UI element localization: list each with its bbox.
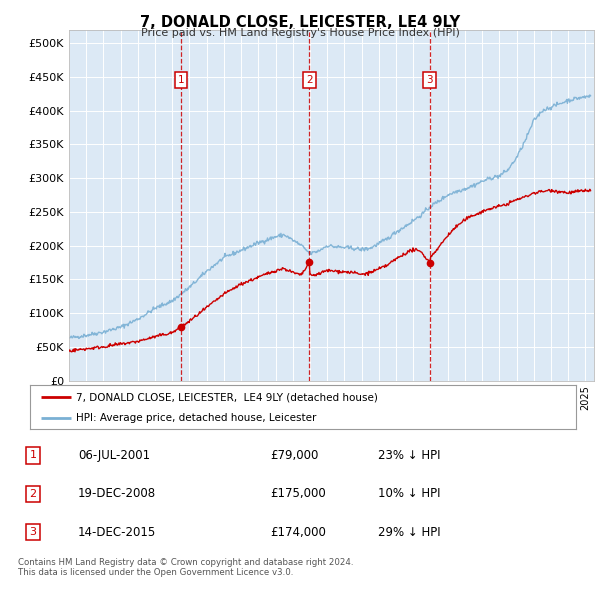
Text: Price paid vs. HM Land Registry's House Price Index (HPI): Price paid vs. HM Land Registry's House … bbox=[140, 28, 460, 38]
Text: 1: 1 bbox=[178, 75, 184, 85]
Text: 3: 3 bbox=[29, 527, 37, 537]
Text: £174,000: £174,000 bbox=[270, 526, 326, 539]
Text: 2: 2 bbox=[306, 75, 313, 85]
Text: 06-JUL-2001: 06-JUL-2001 bbox=[78, 449, 150, 462]
Text: 7, DONALD CLOSE, LEICESTER, LE4 9LY: 7, DONALD CLOSE, LEICESTER, LE4 9LY bbox=[140, 15, 460, 30]
Text: 3: 3 bbox=[427, 75, 433, 85]
Text: 23% ↓ HPI: 23% ↓ HPI bbox=[378, 449, 440, 462]
Text: 1: 1 bbox=[29, 451, 37, 460]
Text: 14-DEC-2015: 14-DEC-2015 bbox=[78, 526, 156, 539]
Text: 29% ↓ HPI: 29% ↓ HPI bbox=[378, 526, 440, 539]
Text: 7, DONALD CLOSE, LEICESTER,  LE4 9LY (detached house): 7, DONALD CLOSE, LEICESTER, LE4 9LY (det… bbox=[76, 392, 378, 402]
Text: 2: 2 bbox=[29, 489, 37, 499]
Text: £79,000: £79,000 bbox=[270, 449, 319, 462]
Text: Contains HM Land Registry data © Crown copyright and database right 2024.
This d: Contains HM Land Registry data © Crown c… bbox=[18, 558, 353, 577]
Text: 19-DEC-2008: 19-DEC-2008 bbox=[78, 487, 156, 500]
Text: £175,000: £175,000 bbox=[270, 487, 326, 500]
Text: HPI: Average price, detached house, Leicester: HPI: Average price, detached house, Leic… bbox=[76, 414, 317, 424]
Text: 10% ↓ HPI: 10% ↓ HPI bbox=[378, 487, 440, 500]
